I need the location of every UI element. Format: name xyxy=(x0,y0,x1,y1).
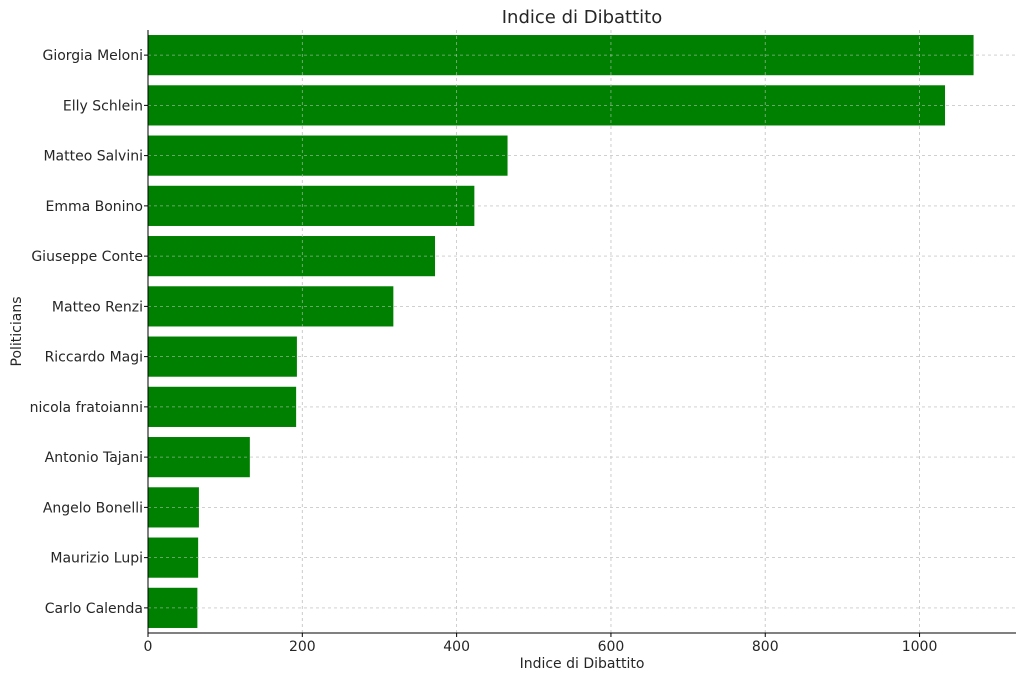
chart-title: Indice di Dibattito xyxy=(502,7,663,28)
y-tick-label: nicola fratoianni xyxy=(30,400,143,416)
x-tick-label: 1000 xyxy=(902,639,938,655)
y-tick-label: Matteo Renzi xyxy=(52,299,143,315)
y-tick-label: Antonio Tajani xyxy=(45,450,143,466)
bar xyxy=(148,135,508,176)
y-tick-label: Carlo Calenda xyxy=(45,601,143,617)
y-tick-label: Emma Bonino xyxy=(45,199,143,215)
y-tick-label: Giuseppe Conte xyxy=(31,249,143,265)
y-tick-label: Matteo Salvini xyxy=(43,149,143,165)
x-tick-label: 600 xyxy=(598,639,625,655)
y-tick-label: Maurizio Lupi xyxy=(50,551,143,567)
x-tick-label: 800 xyxy=(752,639,779,655)
bar xyxy=(148,35,974,76)
axes xyxy=(144,30,1016,637)
x-tick-label: 400 xyxy=(443,639,470,655)
y-tick-label: Giorgia Meloni xyxy=(42,48,143,64)
bar xyxy=(148,236,436,277)
x-tick-label: 0 xyxy=(144,639,153,655)
bars xyxy=(148,30,1016,633)
tick-labels: 0 200 400 600 800 1000 Giorgia Meloni Elly Schl… xyxy=(30,48,938,655)
x-axis-title: Indice di Dibattito xyxy=(520,656,645,672)
y-tick-label: Elly Schlein xyxy=(63,98,143,114)
y-tick-label: Riccardo Magi xyxy=(45,350,143,366)
x-tick-label: 200 xyxy=(289,639,316,655)
y-axis-title: Politicians xyxy=(9,297,25,367)
y-tick-label: Angelo Bonelli xyxy=(43,500,143,516)
